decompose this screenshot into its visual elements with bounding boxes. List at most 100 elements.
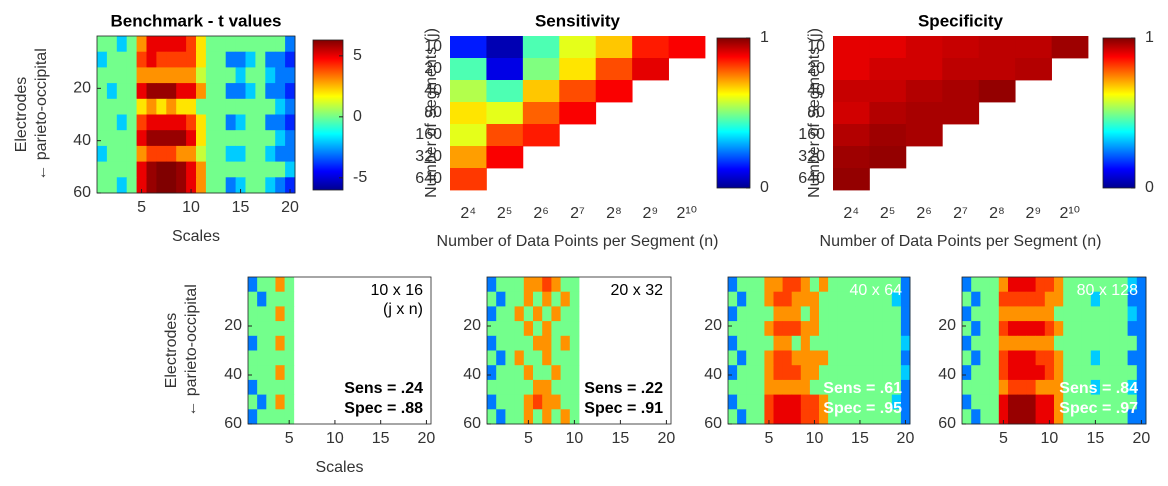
- heat-cell: [809, 379, 820, 395]
- heat-cell: [1136, 394, 1147, 410]
- heat-cell: [275, 394, 285, 410]
- heat-cell: [522, 58, 560, 81]
- heat-cell: [1100, 394, 1110, 410]
- heat-cell: [1109, 409, 1119, 425]
- heat-cell: [126, 51, 137, 68]
- heat-cell: [1017, 350, 1027, 366]
- plot-frame: [727, 276, 911, 425]
- heat-cell: [773, 365, 783, 381]
- colorbar-tick-label: 0: [353, 108, 362, 125]
- heat-cell: [942, 58, 980, 81]
- heat-cell: [245, 98, 256, 115]
- heat-cell: [846, 321, 856, 337]
- heat-cell: [522, 80, 560, 103]
- heat-cell: [1118, 365, 1128, 381]
- heat-cell: [560, 335, 571, 351]
- heat-cell: [265, 161, 276, 178]
- heat-cell: [971, 306, 981, 322]
- heat-cell: [285, 177, 296, 194]
- heat-cell: [569, 321, 580, 337]
- heat-cell: [523, 306, 534, 322]
- heat-cell: [971, 335, 981, 351]
- heat-cell: [486, 80, 524, 103]
- heat-cell: [1100, 365, 1110, 381]
- x-tick-label: 2¹⁰: [676, 205, 697, 222]
- colorbar-tick-label: 1: [1145, 29, 1154, 46]
- heat-cell: [962, 379, 972, 395]
- heat-cell: [819, 350, 829, 366]
- y-axis-label: Number of Segments (j): [423, 28, 440, 198]
- panel-label: (j x n): [383, 301, 423, 318]
- heat-cell: [514, 350, 525, 366]
- heat-cell: [1054, 291, 1064, 307]
- heat-cell: [551, 365, 561, 381]
- heat-cell: [248, 379, 258, 395]
- y-tick-label: 20: [807, 60, 825, 77]
- heat-cell: [1017, 306, 1027, 322]
- heat-cell: [864, 291, 874, 307]
- heat-cell: [1063, 394, 1073, 410]
- heat-cell: [166, 177, 177, 194]
- heat-cell: [126, 114, 137, 131]
- heat-cell: [1072, 321, 1082, 337]
- y-tick-label: 10: [424, 38, 442, 55]
- heat-cell: [275, 67, 286, 84]
- heat-cell: [809, 365, 820, 381]
- heat-cell: [882, 350, 893, 366]
- heat-cell: [728, 277, 738, 293]
- heat-cell: [97, 83, 108, 100]
- heat-cell: [800, 335, 811, 351]
- heat-cell: [275, 51, 286, 68]
- heat-cell: [285, 51, 296, 68]
- heat-cell: [245, 114, 256, 131]
- heat-cell: [1035, 306, 1046, 322]
- heat-cell: [755, 365, 765, 381]
- x-tick-label: 20: [418, 430, 436, 447]
- heat-cell: [265, 177, 276, 194]
- heat-cell: [1008, 291, 1018, 307]
- heat-cell: [782, 350, 793, 366]
- x-tick-label: 15: [232, 199, 250, 216]
- heat-cell: [1035, 291, 1046, 307]
- y-tick-label: 80: [807, 104, 825, 121]
- y-axis-label: ← parieto-occipital: [33, 48, 50, 181]
- x-axis-label: Scales: [172, 228, 220, 245]
- heat-cell: [569, 394, 580, 410]
- heat-cell: [900, 277, 911, 293]
- heat-cell: [728, 335, 738, 351]
- x-tick-label: 5: [999, 430, 1008, 447]
- heat-cell: [755, 321, 765, 337]
- heat-cell: [285, 83, 296, 100]
- heat-cell: [235, 145, 246, 162]
- heat-cell: [116, 145, 128, 162]
- heat-cell: [496, 306, 506, 322]
- heat-cell: [1054, 350, 1064, 366]
- x-axis-label: Scales: [315, 459, 363, 476]
- heat-cell: [215, 98, 227, 115]
- heat-cell: [942, 102, 980, 125]
- y-tick-label: 60: [938, 415, 956, 432]
- y-axis-label: Electrodes: [13, 77, 30, 153]
- heat-cell: [1035, 277, 1046, 293]
- heat-cell: [156, 130, 167, 147]
- x-tick-label: 2⁹: [642, 205, 658, 222]
- heat-cell: [215, 51, 227, 68]
- heat-cell: [186, 130, 197, 147]
- panel-label: 40 x 64: [850, 282, 903, 299]
- heat-cell: [1026, 409, 1036, 425]
- heat-cell: [819, 335, 829, 351]
- heat-cell: [1026, 394, 1036, 410]
- heat-cell: [962, 350, 972, 366]
- heat-cell: [116, 51, 128, 68]
- heat-cell: [196, 177, 207, 194]
- heat-cell: [746, 350, 756, 366]
- heat-cell: [755, 277, 765, 293]
- heat-cell: [205, 36, 217, 53]
- heat-cell: [215, 36, 227, 53]
- x-tick-label: 5: [764, 430, 773, 447]
- heat-cell: [487, 379, 497, 395]
- heat-cell: [1136, 350, 1147, 366]
- heat-cell: [245, 36, 256, 53]
- heat-cell: [782, 291, 793, 307]
- heat-cell: [275, 36, 286, 53]
